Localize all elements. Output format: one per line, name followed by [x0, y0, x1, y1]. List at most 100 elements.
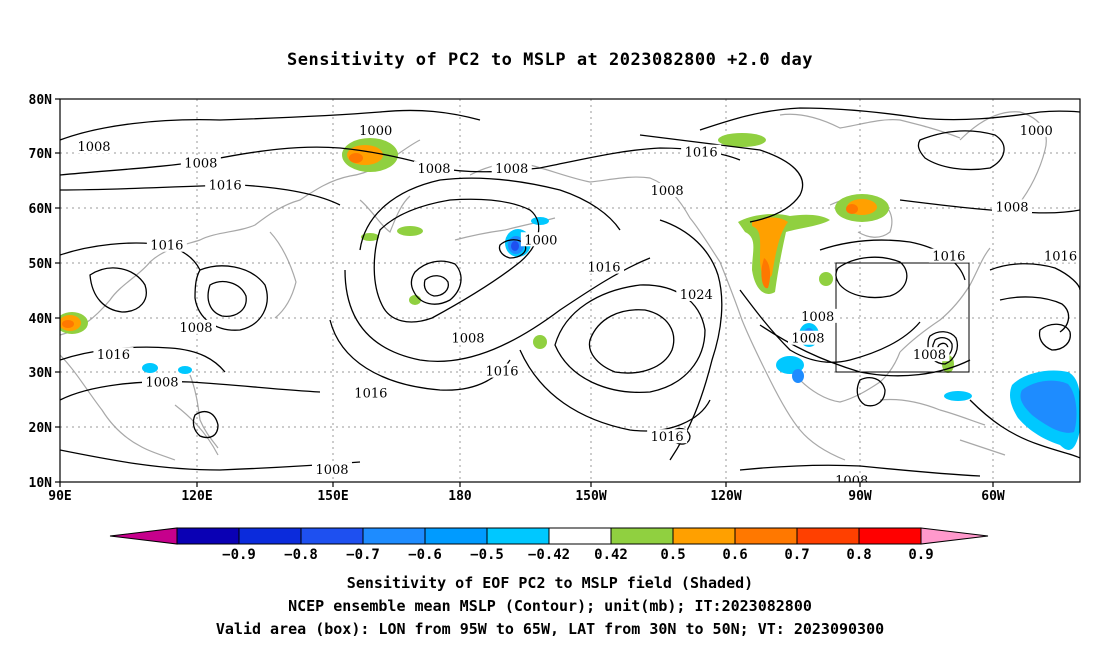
contour-label: 1024: [680, 288, 713, 303]
lon-tick-label: 120W: [710, 489, 741, 504]
colorbar-cells: [176, 527, 922, 545]
colorbar-label: −0.8: [284, 547, 318, 563]
mslp-contour-line: [999, 296, 1070, 333]
colorbar-labels: −0.9 −0.8 −0.7 −0.6 −0.5 −0.42 0.42 0.5 0.6 0.7 0.…: [222, 547, 934, 563]
colorbar: −0.9 −0.8 −0.7 −0.6 −0.5 −0.42 0.42 0.5 0.6 0.7 0.…: [109, 527, 989, 563]
map-background: [60, 99, 1080, 482]
lat-tick-label: 70N: [29, 147, 53, 162]
negative-sensitivity-area: [1020, 380, 1077, 433]
contour-label: 1000: [524, 233, 557, 248]
mslp-contour-line: [60, 380, 321, 401]
mslp-contour-line: [639, 134, 804, 223]
coast-east-asia: [60, 139, 421, 336]
coast-kamchatka: [359, 195, 411, 233]
sensitivity-shading: [60, 133, 1080, 450]
positive-sensitivity-area: [409, 295, 421, 305]
lat-tick-label: 40N: [29, 312, 53, 327]
negative-sensitivity-area: [142, 363, 158, 373]
positive-sensitivity-area: [819, 272, 833, 286]
mslp-contour-line: [410, 260, 462, 305]
mslp-contour-line: [60, 109, 481, 141]
contour-label: 1008: [995, 200, 1028, 215]
contour-label-background: [584, 259, 624, 274]
mslp-contour-line: [498, 239, 527, 259]
contour-label-background: [312, 462, 352, 477]
contour-label-background: [350, 385, 391, 400]
contour-label-background: [647, 429, 688, 444]
coast-north-america-west: [719, 261, 846, 461]
mslp-contour-line: [739, 289, 921, 363]
mslp-contour-line: [739, 464, 981, 477]
contour-label-background: [797, 308, 838, 323]
contour-label: 1008: [145, 376, 178, 391]
contour-label: 1016: [932, 250, 965, 265]
contour-label-background: [681, 144, 722, 159]
contour-label-background: [176, 319, 216, 334]
lon-tick-label: 60W: [981, 489, 1005, 504]
contour-label-background: [146, 237, 187, 252]
contour-label-background: [355, 122, 396, 137]
mslp-contour-line: [359, 177, 621, 251]
colorbar-label: 0.5: [660, 547, 685, 563]
colorbar-cell: [734, 527, 798, 545]
contour-label: 1016: [209, 179, 242, 194]
contour-label-background: [205, 177, 246, 192]
negative-sensitivity-area: [178, 366, 192, 374]
coast-north-america-east: [899, 247, 991, 353]
contour-label: 1008: [835, 474, 868, 489]
contour-label-background: [142, 374, 182, 389]
mslp-contour-line: [423, 275, 449, 297]
colorbar-label: 0.9: [908, 547, 933, 563]
mslp-contour-line: [60, 346, 226, 373]
contour-label: 1008: [315, 463, 348, 478]
coast-arctic-archipelago: [779, 113, 961, 139]
axis-tick-marks: [55, 98, 994, 487]
mslp-contour-line: [89, 267, 147, 313]
contour-label: 1016: [651, 430, 684, 445]
positive-sensitivity-area: [349, 153, 363, 163]
mslp-contour-line: [554, 284, 706, 394]
lat-tick-label: 60N: [29, 202, 53, 217]
colorbar-label: −0.6: [408, 547, 442, 563]
colorbar-cell: [548, 527, 612, 545]
contour-label: 1008: [451, 332, 484, 347]
contour-label: 1008: [801, 310, 834, 325]
colorbar-label: 0.42: [594, 547, 628, 563]
contour-label-background: [831, 473, 872, 482]
contour-label: 1008: [791, 332, 824, 347]
contour-label-background: [414, 161, 454, 176]
mslp-contour-line: [969, 399, 1080, 459]
contour-label: 1016: [587, 261, 620, 276]
contour-label-background: [788, 330, 828, 345]
caption-contour: NCEP ensemble mean MSLP (Contour); unit(…: [288, 597, 812, 615]
contour-label-background: [74, 139, 114, 154]
positive-sensitivity-area: [62, 320, 74, 328]
lat-tick-label: 80N: [29, 93, 53, 108]
lat-tick-label: 50N: [29, 257, 53, 272]
contour-label: 1008: [913, 348, 946, 363]
colorbar-cell: [300, 527, 364, 545]
colorbar-cell: [362, 527, 426, 545]
mslp-contour-line: [344, 257, 651, 362]
contour-label-background: [520, 232, 561, 247]
contour-label-background: [482, 363, 522, 378]
contour-label: 1016: [485, 365, 518, 380]
colorbar-cell: [796, 527, 860, 545]
mslp-contour-line: [819, 239, 966, 281]
caption-valid-area: Valid area (box): LON from 95W to 65W, L…: [215, 620, 885, 638]
mslp-contour-line: [835, 256, 908, 299]
positive-sensitivity-area: [718, 133, 766, 147]
positive-sensitivity-area: [361, 233, 379, 241]
contour-label: 1008: [495, 162, 528, 177]
colorbar-left-tip: [109, 527, 178, 545]
mslp-contour-line: [989, 263, 1080, 291]
colorbar-cell: [176, 527, 240, 545]
coast-caribbean: [879, 398, 1006, 456]
contour-label: 1008: [179, 321, 212, 336]
contour-label: 1000: [359, 124, 392, 139]
colorbar-right-tip: [920, 527, 989, 545]
caption-shading: Sensitivity of EOF PC2 to MSLP field (Sh…: [346, 574, 754, 592]
contour-label: 1008: [184, 157, 217, 172]
contour-label-background: [992, 199, 1032, 214]
contour-label-background: [491, 161, 532, 176]
